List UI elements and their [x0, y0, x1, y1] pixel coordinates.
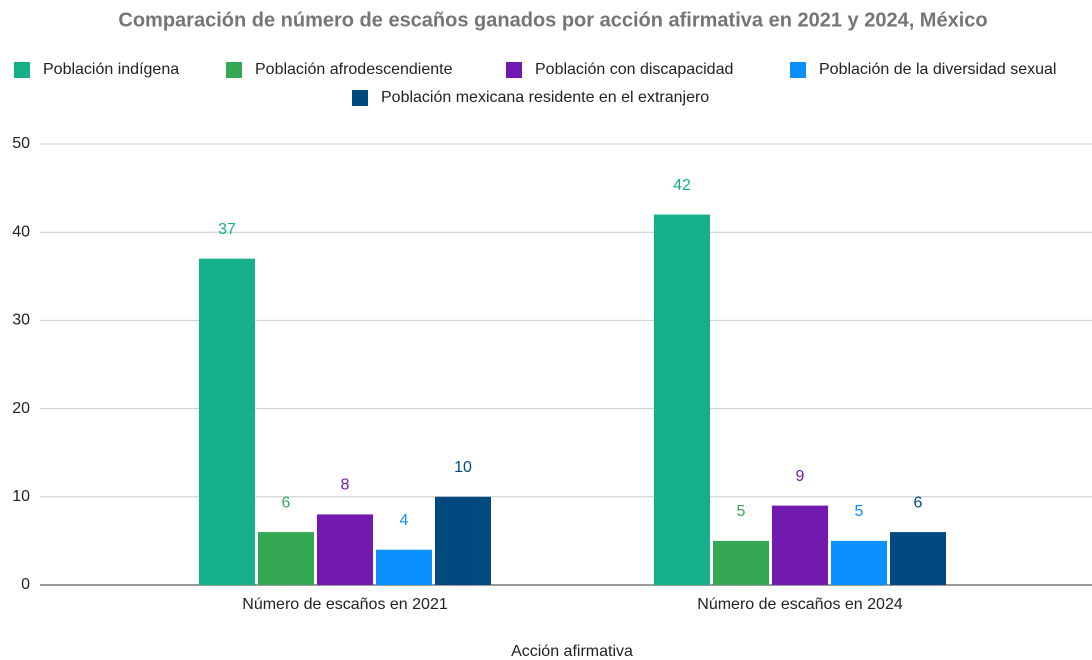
bar	[317, 514, 373, 585]
x-tick-label: Número de escaños en 2021	[242, 596, 448, 613]
y-tick-label: 50	[12, 135, 30, 152]
legend-swatch	[352, 90, 368, 106]
data-label: 5	[855, 503, 864, 520]
bar	[713, 540, 769, 585]
y-tick-label: 30	[12, 312, 30, 329]
legend-swatch	[226, 62, 242, 78]
bar	[831, 540, 887, 585]
bar	[890, 532, 946, 585]
bar	[435, 496, 491, 585]
legend-label: Población afrodescendiente	[255, 61, 453, 78]
y-tick-label: 20	[12, 400, 30, 417]
data-label: 42	[673, 177, 691, 194]
legend-label: Población de la diversidad sexual	[819, 61, 1056, 78]
y-tick-label: 40	[12, 223, 30, 240]
legend-label: Población indígena	[43, 61, 179, 78]
bar	[258, 532, 314, 585]
bar	[376, 549, 432, 585]
data-label: 37	[218, 221, 236, 238]
chart-title: Comparación de número de escaños ganados…	[118, 9, 987, 31]
y-tick-label: 10	[12, 488, 30, 505]
data-label: 8	[341, 477, 350, 494]
bar	[772, 505, 828, 585]
legend-swatch	[506, 62, 522, 78]
legend-swatch	[790, 62, 806, 78]
x-tick-label: Número de escaños en 2024	[697, 596, 903, 613]
data-label: 4	[400, 512, 409, 529]
legend-swatch	[14, 62, 30, 78]
legend-label: Población mexicana residente en el extra…	[381, 89, 709, 106]
data-label: 10	[454, 459, 472, 476]
data-label: 9	[796, 468, 805, 485]
bar	[654, 214, 710, 585]
data-label: 5	[737, 503, 746, 520]
x-axis-title: Acción afirmativa	[511, 643, 633, 660]
legend-label: Población con discapacidad	[535, 61, 733, 78]
data-label: 6	[914, 494, 923, 511]
bar	[199, 258, 255, 585]
y-tick-label: 0	[21, 576, 30, 593]
data-label: 6	[282, 494, 291, 511]
